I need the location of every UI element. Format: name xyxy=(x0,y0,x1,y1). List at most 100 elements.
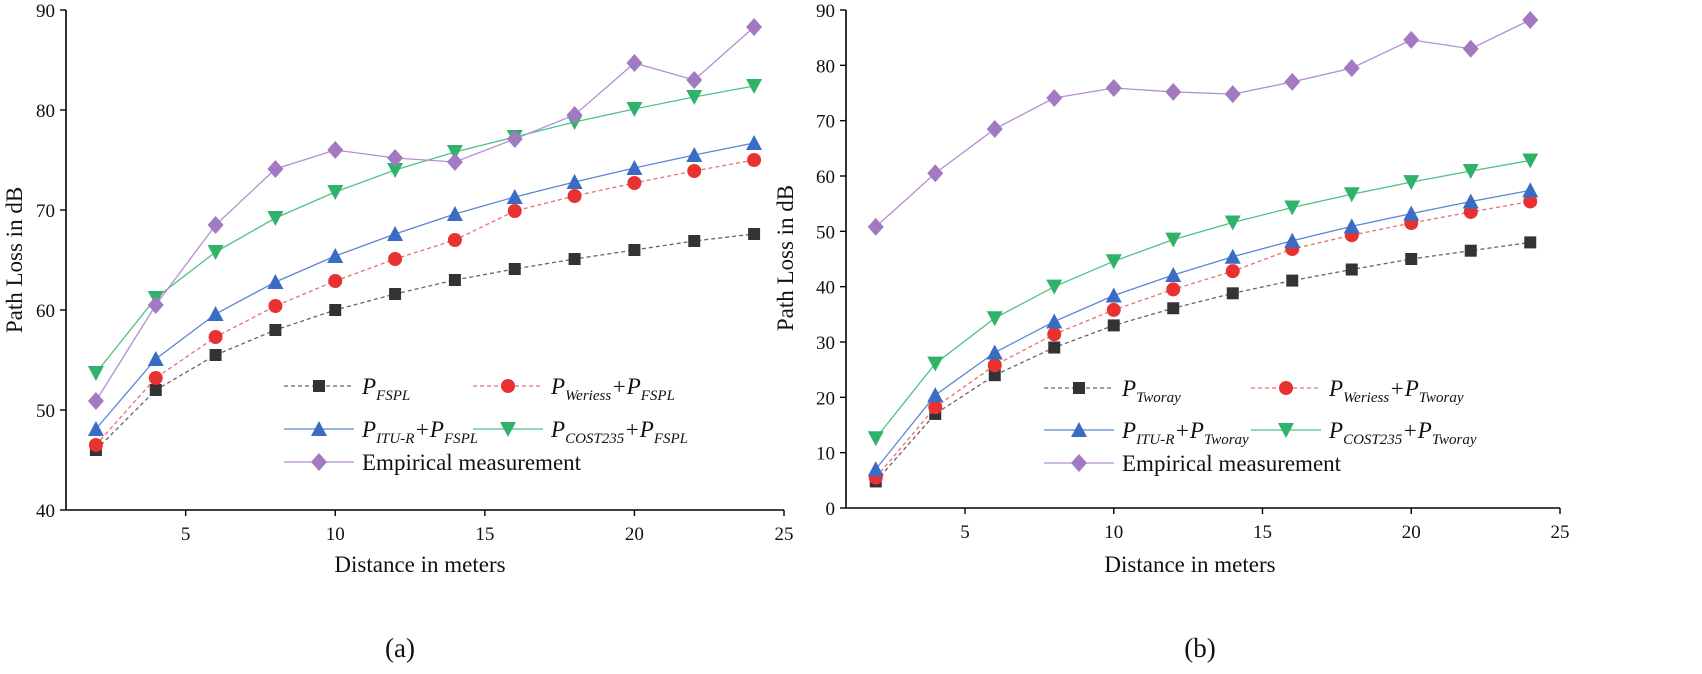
y-tick-label: 50 xyxy=(36,401,55,422)
data-point-fspl xyxy=(329,304,342,316)
data-point-weriess_fspl xyxy=(268,299,283,313)
y-tick-label: 90 xyxy=(36,1,55,22)
data-point-tworay xyxy=(1464,244,1477,257)
legend-item-empirical: Empirical measurement xyxy=(1044,451,1342,476)
series-line-itur_fspl xyxy=(95,142,755,430)
data-point-weriess_fspl xyxy=(627,176,642,190)
legend-item-itur_tworay: PITU-R+PTworay xyxy=(1044,418,1249,448)
data-point-fspl xyxy=(269,324,282,336)
data-point-itur_fspl xyxy=(506,189,523,204)
data-point-cost235_fspl xyxy=(446,145,463,160)
y-tick-label: 80 xyxy=(36,101,55,122)
data-point-cost235_tworay xyxy=(1522,153,1539,169)
series-line-cost235_tworay xyxy=(875,159,1531,439)
y-tick-label: 0 xyxy=(826,499,836,520)
data-point-empirical xyxy=(626,54,643,72)
series-line-empirical xyxy=(875,19,1531,228)
legend-item-fspl: PFSPL xyxy=(284,374,410,404)
data-point-cost235_tworay xyxy=(1284,200,1301,216)
series-line-empirical xyxy=(95,26,755,402)
data-point-cost235_tworay xyxy=(1343,187,1360,203)
data-point-tworay xyxy=(1107,319,1120,332)
x-tick-label: 20 xyxy=(625,524,644,545)
series-cost235_fspl xyxy=(87,79,763,381)
data-point-itur_tworay xyxy=(1046,313,1063,329)
data-point-fspl xyxy=(748,228,761,240)
legend-label: PITU-R+PFSPL xyxy=(361,417,478,447)
y-tick-label: 40 xyxy=(816,278,835,299)
y-tick-label: 70 xyxy=(816,112,835,133)
data-point-itur_fspl xyxy=(207,306,224,321)
data-point-weriess_tworay xyxy=(1225,264,1240,279)
data-point-cost235_fspl xyxy=(746,79,763,94)
data-point-cost235_tworay xyxy=(986,311,1003,327)
series-empirical xyxy=(87,18,763,410)
legend-item-empirical: Empirical measurement xyxy=(284,450,582,475)
legend-marker xyxy=(1278,423,1294,438)
x-tick-label: 15 xyxy=(475,524,494,545)
data-point-weriess_fspl xyxy=(88,438,103,452)
data-point-itur_tworay xyxy=(1343,218,1360,234)
data-point-itur_tworay xyxy=(1165,267,1182,283)
data-point-weriess_fspl xyxy=(148,371,163,385)
data-point-empirical xyxy=(686,71,703,89)
data-point-fspl xyxy=(448,274,461,286)
y-tick-label: 30 xyxy=(816,333,835,354)
data-point-empirical xyxy=(1403,30,1420,49)
data-point-cost235_fspl xyxy=(267,211,284,226)
data-point-empirical xyxy=(927,164,944,183)
legend-label: PTworay xyxy=(1121,376,1181,406)
data-point-itur_fspl xyxy=(387,226,404,241)
series-itur_fspl xyxy=(87,135,763,436)
data-point-itur_tworay xyxy=(986,344,1003,360)
data-point-cost235_tworay xyxy=(867,431,884,447)
data-point-fspl xyxy=(508,263,521,275)
data-point-itur_fspl xyxy=(87,421,104,436)
y-tick-label: 10 xyxy=(816,444,835,465)
data-point-empirical xyxy=(1165,82,1182,101)
data-point-fspl xyxy=(149,384,162,396)
series-itur_tworay xyxy=(867,182,1539,477)
legend: PTworay PWeriess+PTworay PITU-R+PTworay PCO… xyxy=(1044,376,1477,476)
series-line-fspl xyxy=(95,233,755,451)
data-point-weriess_fspl xyxy=(388,252,403,266)
series-fspl xyxy=(89,228,761,456)
legend-marker xyxy=(500,422,516,437)
y-axis-label: Path Loss in dB xyxy=(2,187,27,333)
data-point-cost235_fspl xyxy=(686,90,703,105)
data-point-itur_fspl xyxy=(147,351,164,366)
data-point-cost235_tworay xyxy=(1403,175,1420,191)
legend-marker xyxy=(501,379,515,393)
data-point-itur_tworay xyxy=(867,461,884,477)
y-tick-label: 80 xyxy=(816,56,835,77)
data-point-fspl xyxy=(389,288,402,300)
series-cost235_tworay xyxy=(867,153,1539,447)
data-point-weriess_fspl xyxy=(747,153,762,167)
data-point-itur_fspl xyxy=(327,248,344,263)
y-tick-label: 90 xyxy=(816,1,835,22)
data-point-itur_tworay xyxy=(927,387,944,403)
panel-label: (b) xyxy=(1184,633,1215,663)
series-line-tworay xyxy=(875,241,1531,482)
y-tick-label: 50 xyxy=(816,222,835,243)
data-point-empirical xyxy=(1343,59,1360,78)
data-point-tworay xyxy=(1048,341,1061,354)
data-point-itur_tworay xyxy=(1522,182,1539,198)
data-point-weriess_tworay xyxy=(1166,282,1181,297)
series-line-weriess_tworay xyxy=(875,200,1531,478)
x-tick-label: 10 xyxy=(326,524,345,545)
data-point-fspl xyxy=(628,244,641,256)
data-point-cost235_fspl xyxy=(327,185,344,200)
data-point-empirical xyxy=(746,18,763,36)
data-point-empirical xyxy=(207,216,224,234)
data-point-itur_tworay xyxy=(1462,193,1479,209)
data-point-empirical xyxy=(147,296,164,314)
data-point-weriess_fspl xyxy=(447,233,462,247)
x-tick-label: 15 xyxy=(1253,522,1272,543)
data-point-tworay xyxy=(1405,253,1418,265)
data-point-empirical xyxy=(1284,72,1301,91)
data-point-weriess_fspl xyxy=(567,189,582,203)
panel-label: (a) xyxy=(385,633,415,663)
